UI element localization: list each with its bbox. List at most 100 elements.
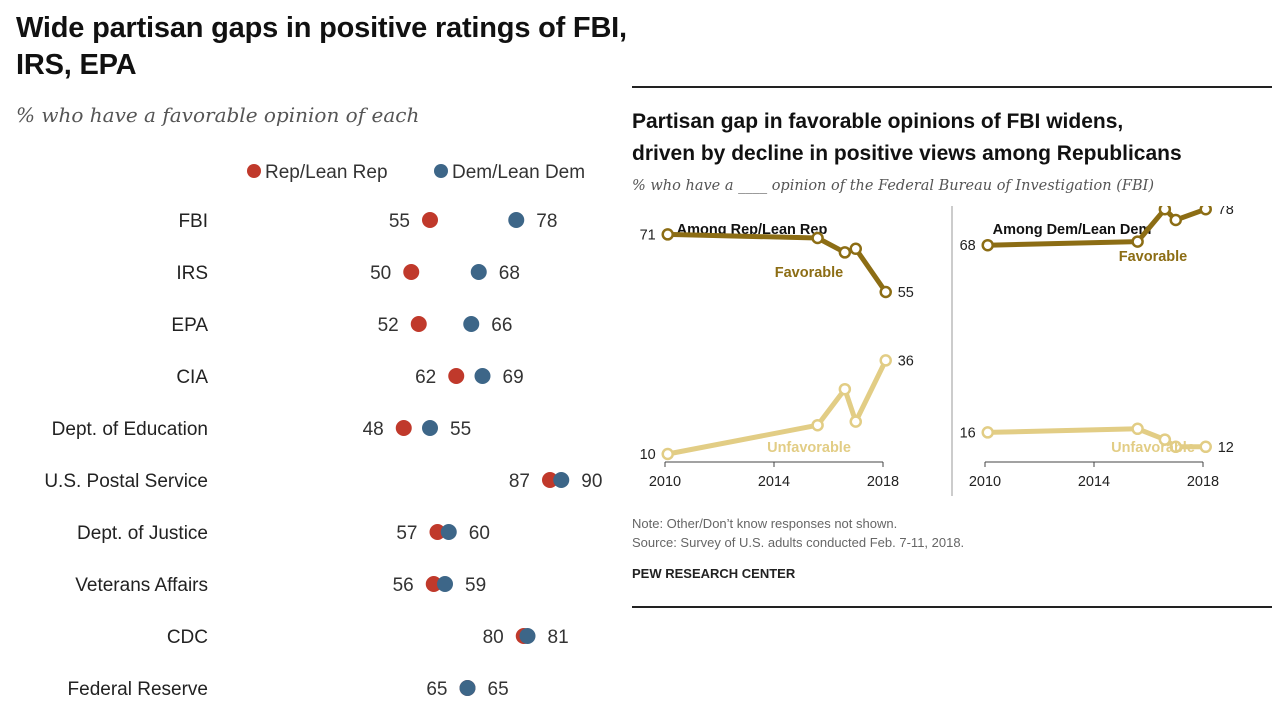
legend-rep-label: Rep/Lean Rep bbox=[265, 162, 388, 183]
unfavorable-point bbox=[1158, 433, 1172, 446]
legend-dem-label: Dem/Lean Dem bbox=[452, 162, 585, 183]
start-value-label: 10 bbox=[640, 447, 656, 463]
start-value-label: 16 bbox=[960, 425, 976, 441]
value-label-high: 81 bbox=[548, 627, 569, 648]
top-rule bbox=[632, 86, 1272, 88]
panel-title-line2: driven by decline in positive views amon… bbox=[632, 142, 1182, 165]
dem-dot bbox=[437, 576, 453, 592]
x-tick-label: 2010 bbox=[969, 474, 1001, 490]
value-label-high: 65 bbox=[488, 679, 509, 700]
x-tick-label: 2018 bbox=[867, 474, 899, 490]
rep-dot bbox=[448, 368, 465, 384]
dem-dot bbox=[508, 212, 525, 228]
rep-dot bbox=[542, 472, 558, 488]
value-label-high: 66 bbox=[491, 315, 512, 336]
fbi-trend-panel: Partisan gap in favorable opinions of FB… bbox=[632, 86, 1272, 608]
value-label-high: 90 bbox=[581, 471, 602, 492]
category-label: Dept. of Justice bbox=[77, 523, 208, 544]
panel-header: Among Dem/Lean Dem bbox=[993, 222, 1152, 238]
unfavorable-label: Unfavorable bbox=[767, 440, 851, 456]
dem-dot bbox=[459, 680, 476, 696]
favorable-point bbox=[879, 285, 892, 299]
dem-dot bbox=[463, 316, 480, 332]
rep-dot bbox=[425, 576, 442, 592]
rep-dot bbox=[395, 420, 412, 436]
value-label-low: 52 bbox=[378, 315, 399, 336]
value-label-low: 65 bbox=[426, 679, 447, 700]
favorable-label: Favorable bbox=[775, 265, 844, 281]
dem-dot bbox=[440, 524, 457, 540]
category-label: EPA bbox=[171, 315, 208, 336]
category-label: U.S. Postal Service bbox=[44, 471, 208, 492]
value-label-low: 50 bbox=[370, 263, 391, 284]
x-tick-label: 2010 bbox=[649, 474, 681, 490]
end-value-label: 55 bbox=[898, 285, 914, 301]
chart-title: Wide partisan gaps in positive ratings o… bbox=[16, 12, 627, 81]
unfavorable-point bbox=[838, 382, 852, 396]
unfavorable-point bbox=[849, 415, 862, 428]
category-label: CIA bbox=[176, 367, 208, 388]
category-label: IRS bbox=[176, 263, 208, 284]
unfavorable-point bbox=[811, 418, 824, 432]
dem-dot bbox=[553, 472, 570, 488]
favorable-point bbox=[661, 228, 674, 241]
dem-dot bbox=[519, 628, 536, 644]
bottom-rule bbox=[632, 606, 1272, 608]
start-value-label: 68 bbox=[960, 238, 976, 254]
dem-dot bbox=[422, 420, 438, 436]
panel-title: Partisan gap in favorable opinions of FB… bbox=[632, 106, 1272, 170]
category-label: CDC bbox=[167, 627, 208, 648]
end-value-label: 36 bbox=[898, 353, 914, 369]
source-text: Source: Survey of U.S. adults conducted … bbox=[632, 535, 965, 550]
dem-dot bbox=[474, 368, 491, 384]
unfavorable-point bbox=[1131, 422, 1144, 436]
category-label: FBI bbox=[178, 211, 208, 232]
category-label: Federal Reserve bbox=[68, 679, 208, 700]
category-label: Dept. of Education bbox=[52, 419, 208, 440]
end-value-label: 78 bbox=[1218, 206, 1234, 218]
favorable-point bbox=[849, 242, 862, 256]
unfavorable-point bbox=[1199, 440, 1212, 454]
rep-dot bbox=[410, 316, 427, 332]
favorable-line bbox=[665, 231, 889, 295]
dem-dot bbox=[470, 264, 487, 280]
unfavorable-point bbox=[981, 426, 994, 439]
value-label-low: 56 bbox=[393, 575, 414, 596]
value-label-low: 62 bbox=[415, 367, 436, 388]
favorable-point bbox=[1158, 206, 1172, 216]
x-tick-label: 2018 bbox=[1187, 474, 1219, 490]
unfavorable-label: Unfavorable bbox=[1111, 440, 1195, 456]
value-label-low: 57 bbox=[396, 523, 417, 544]
legend-rep-marker bbox=[247, 164, 261, 178]
x-tick-label: 2014 bbox=[758, 474, 790, 490]
value-label-low: 87 bbox=[509, 471, 530, 492]
unfavorable-point bbox=[879, 354, 892, 367]
favorable-point bbox=[811, 231, 824, 245]
favorable-point bbox=[981, 238, 994, 252]
favorable-point bbox=[1199, 206, 1212, 216]
value-label-high: 78 bbox=[536, 211, 557, 232]
brand-label: PEW RESEARCH CENTER bbox=[632, 566, 796, 581]
legend-dem-marker bbox=[434, 164, 448, 178]
start-value-label: 71 bbox=[640, 227, 656, 243]
notes: Note: Other/Don’t know responses not sho… bbox=[632, 514, 964, 552]
value-label-high: 68 bbox=[499, 263, 520, 284]
value-label-high: 55 bbox=[450, 419, 471, 440]
category-label: Veterans Affairs bbox=[75, 575, 208, 596]
panel-subtitle: % who have a ____ opinion of the Federal… bbox=[632, 178, 1154, 194]
unfavorable-point bbox=[661, 447, 674, 461]
unfavorable-point bbox=[1169, 440, 1182, 454]
rep-dot bbox=[429, 524, 446, 540]
value-label-high: 60 bbox=[469, 523, 490, 544]
rep-dot bbox=[403, 264, 420, 280]
value-label-low: 48 bbox=[363, 419, 384, 440]
favorable-point bbox=[838, 246, 852, 259]
chart-subtitle: % who have a favorable opinion of each bbox=[16, 103, 420, 127]
rep-dot bbox=[422, 212, 438, 228]
dot-plot: Rep/Lean Rep Dem/Lean Dem FBI 55 78 IRS 50 68 EP… bbox=[44, 162, 602, 700]
value-label-high: 69 bbox=[503, 367, 524, 388]
end-value-label: 12 bbox=[1218, 440, 1234, 456]
value-label-high: 59 bbox=[465, 575, 486, 596]
panel-title-line1: Partisan gap in favorable opinions of FB… bbox=[632, 110, 1124, 133]
